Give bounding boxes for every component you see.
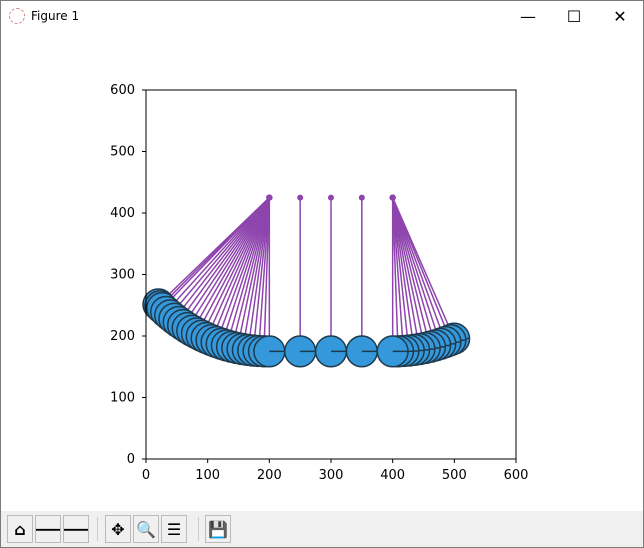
right-pendulum-string — [391, 197, 421, 350]
left-pendulum-string — [220, 197, 271, 345]
y-tick-label: 0 — [127, 452, 135, 467]
left-pendulum-string — [173, 197, 270, 320]
window-title: Figure 1 — [31, 9, 80, 23]
minimize-button[interactable]: — — [520, 6, 536, 26]
maximize-button[interactable]: ☐ — [566, 6, 582, 26]
matplotlib-icon — [9, 8, 25, 24]
right-pendulum-string — [391, 197, 442, 345]
floppy-disk-icon: 💾 — [208, 519, 228, 539]
right-pendulum-string — [391, 197, 436, 346]
navigation-toolbar: ⌂ 🡐🡒 ✥ 🔍 ☰ 💾 — [1, 511, 643, 547]
right-pendulum-string — [391, 197, 447, 343]
home-icon: ⌂ — [14, 519, 26, 539]
pendulum-3-pivot — [328, 194, 334, 201]
left-pendulum-string — [182, 197, 270, 326]
right-pendulum-string — [391, 197, 426, 349]
zoom-button[interactable]: 🔍 — [133, 515, 159, 543]
right-pendulum-string — [391, 197, 452, 341]
close-button[interactable]: ✕ — [613, 6, 627, 26]
left-pendulum-string — [178, 197, 270, 323]
right-pendulum-string — [391, 197, 399, 352]
left-pendulum-string — [165, 197, 270, 313]
move-icon: ✥ — [111, 519, 125, 539]
plot-canvas: 0 100 200 300 400 500 600 0 100 200 300 400 500 600 — [110, 83, 529, 483]
configure-subplots-button[interactable]: ☰ — [161, 515, 187, 543]
x-tick-label: 0 — [142, 468, 150, 483]
y-tick-label: 200 — [110, 329, 135, 344]
right-pendulum-string — [391, 197, 415, 350]
left-pendulum-string — [263, 197, 271, 352]
left-pendulum-pivot — [266, 194, 273, 201]
left-pendulum-string — [226, 197, 271, 346]
title-bar: Figure 1 — ☐ ✕ — [1, 1, 643, 31]
left-pendulum-string — [247, 197, 271, 350]
left-pendulum-string — [231, 197, 271, 347]
right-pendulum-pivot — [389, 194, 396, 201]
forward-button[interactable]: 🡒 — [63, 515, 89, 543]
x-tick-label: 100 — [195, 468, 220, 483]
left-pendulum-string — [169, 197, 270, 316]
left-pendulum-string — [201, 197, 271, 337]
left-pendulum-string — [191, 197, 270, 332]
right-pendulum-string — [391, 197, 431, 347]
left-pendulum-string — [252, 197, 271, 351]
y-tick-label: 600 — [110, 83, 135, 98]
x-tick-label: 200 — [257, 468, 282, 483]
sliders-icon: ☰ — [166, 519, 182, 539]
left-pendulum-string — [257, 197, 271, 352]
y-tick-label: 300 — [110, 268, 135, 283]
y-tick-label: 100 — [110, 391, 135, 406]
left-pendulum-string — [210, 197, 271, 341]
left-pendulum-string — [215, 197, 271, 343]
x-tick-label: 400 — [380, 468, 405, 483]
left-pendulum-string — [236, 197, 271, 349]
y-tick-label: 500 — [110, 145, 135, 160]
left-pendulum-string — [205, 197, 271, 339]
magnifier-icon: 🔍 — [136, 519, 156, 539]
right-pendulum-string — [391, 197, 410, 351]
x-tick-label: 500 — [442, 468, 467, 483]
arrow-left-icon: 🡐 — [36, 519, 60, 539]
right-pendulum-string — [391, 197, 405, 352]
toolbar-separator — [97, 517, 98, 541]
left-pendulum-string — [187, 197, 270, 329]
y-tick-label: 400 — [110, 206, 135, 221]
pendulum-4-pivot — [358, 194, 365, 201]
save-button[interactable]: 💾 — [205, 515, 231, 543]
arrow-right-icon: 🡒 — [64, 519, 88, 539]
back-button[interactable]: 🡐 — [35, 515, 61, 543]
x-tick-label: 300 — [319, 468, 344, 483]
pan-button[interactable]: ✥ — [105, 515, 131, 543]
home-button[interactable]: ⌂ — [7, 515, 33, 543]
x-tick-label: 600 — [504, 468, 529, 483]
pendulum-2-pivot — [297, 194, 304, 201]
left-pendulum-string — [161, 197, 270, 309]
left-pendulum-string — [196, 197, 270, 334]
left-pendulum-string — [241, 197, 271, 350]
toolbar-separator — [198, 517, 199, 541]
